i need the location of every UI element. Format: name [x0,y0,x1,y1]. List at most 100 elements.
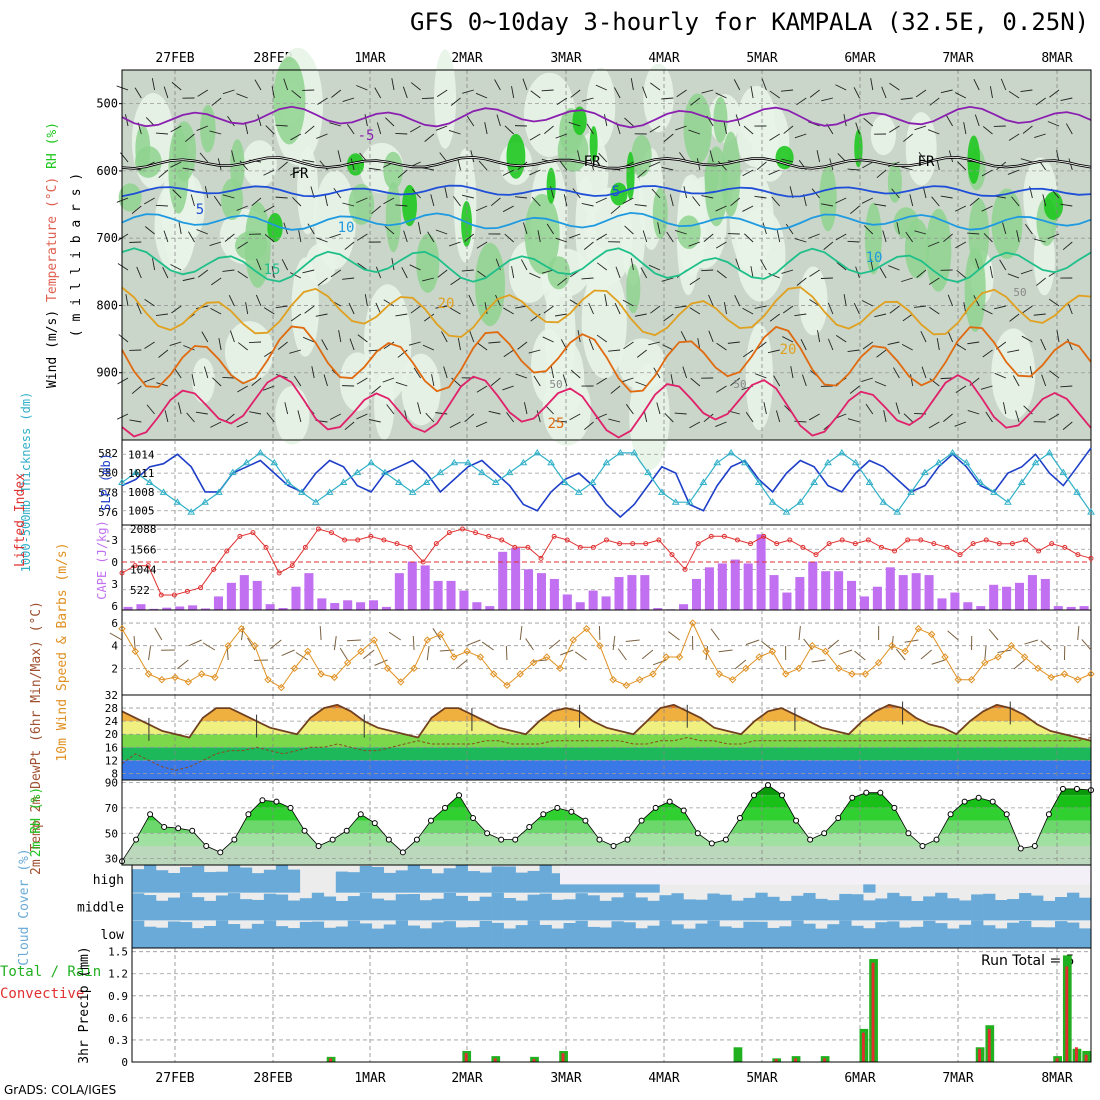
wind-barb [929,97,940,106]
cloud-cell [251,899,265,921]
wind-barb [236,93,248,99]
wind-barb [1067,338,1073,351]
cape-bar [782,592,792,610]
wind-speed-point [529,658,538,667]
wind-barb [368,167,381,171]
wind10m-barb [133,636,136,651]
wind-barb [716,342,727,351]
wind-barb [435,305,448,309]
thickness-point [311,498,320,505]
wind10m-barb [319,625,322,641]
rh-bands [122,785,1091,865]
wind-barb [210,421,222,428]
cape-bar [898,575,908,610]
wind-barb [304,305,315,314]
cloud-cell [671,893,684,921]
wind10m-barb [362,649,375,660]
thickness-point [588,478,597,485]
cape-bar [821,571,831,610]
wind-barb [781,269,794,274]
wind-barb [676,89,687,98]
precip-tick-label: 0.9 [108,990,128,1003]
wind-barb [916,269,927,278]
cape-bar [433,580,443,610]
wind-barb [289,349,302,354]
cape-bar [317,598,327,610]
wind-barb [887,341,900,345]
wind-barb [624,117,634,127]
contour-label: 25 [548,416,565,432]
rh-point [722,836,729,843]
wind-barb [462,89,474,94]
wind-barb [337,150,342,163]
wind-speed-point [144,670,153,678]
cloud-cell [599,927,612,948]
date-label-bottom: 4MAR [648,1071,679,1086]
cape-bar [498,551,508,610]
wind-barb [311,366,315,379]
cloud-cell [455,927,468,948]
rh-point [596,836,603,843]
cape-bar [1002,586,1012,610]
wind-barb [763,402,767,415]
lifted-index-point [302,544,308,550]
thickness-point [907,488,915,495]
cloud-cell [395,894,409,921]
wind-barb [170,264,182,271]
wind-barb [630,258,634,271]
wind-barb [821,97,834,102]
cloud-cell [491,892,504,921]
rh-high-region [991,188,1023,260]
thickness-point [1017,478,1026,485]
cloud-cell [683,928,696,948]
lifted-index-point [695,541,701,547]
cloud-cell [695,899,708,921]
cloud-cell [1007,899,1020,921]
wind-speed-point [264,675,272,684]
isotherm-line [121,325,1092,393]
cloud-cell [863,928,876,948]
wind-barb [775,410,781,423]
cloud-cell [215,920,229,948]
rh-point [147,811,154,818]
wind-barb [742,307,754,315]
wind-barb [265,125,275,135]
wind-barb [503,307,514,315]
wind-barb [1065,123,1073,135]
wind-barb [289,272,302,279]
contour-label: 10 [338,220,355,236]
cloud-cell [623,922,636,948]
wind-ylabel: 10m Wind Speed & Barbs (m/s) [55,542,70,761]
rh-point [385,836,392,843]
wind-barb [129,241,142,243]
cloud-cell [299,898,313,921]
lifted-index-point [329,530,335,536]
wind-barb [330,269,342,278]
wind-barb [188,231,195,243]
slp-ylabel-text: SLP (mb) [99,453,113,511]
wind-barb [402,86,408,99]
wind-barb [634,204,647,207]
wind-barb [650,305,661,314]
wind-barb [422,344,435,351]
rh-low-region [434,49,457,149]
wind-barb [662,344,674,351]
thickness-point [616,448,625,456]
lifted-index-point [224,548,230,554]
pressure-tick-label: 800 [96,298,118,312]
cloud-cell [431,873,444,893]
pressure-tick-label: 500 [96,97,118,111]
rh-max-region [1043,191,1064,220]
wind-barb [171,81,182,91]
precip-convective-bar [861,1032,865,1062]
wind-barb [477,342,488,351]
cape-bar [730,559,740,610]
wind-barb [1021,335,1033,343]
wind-speed-point [397,678,405,686]
wind-barb [843,114,847,127]
cloud-cell [143,895,157,921]
wind-speed-point [556,664,564,673]
pressure-tick-label: 600 [96,164,118,178]
wind10m-barb [574,651,587,661]
wind-speed-point [197,670,206,678]
